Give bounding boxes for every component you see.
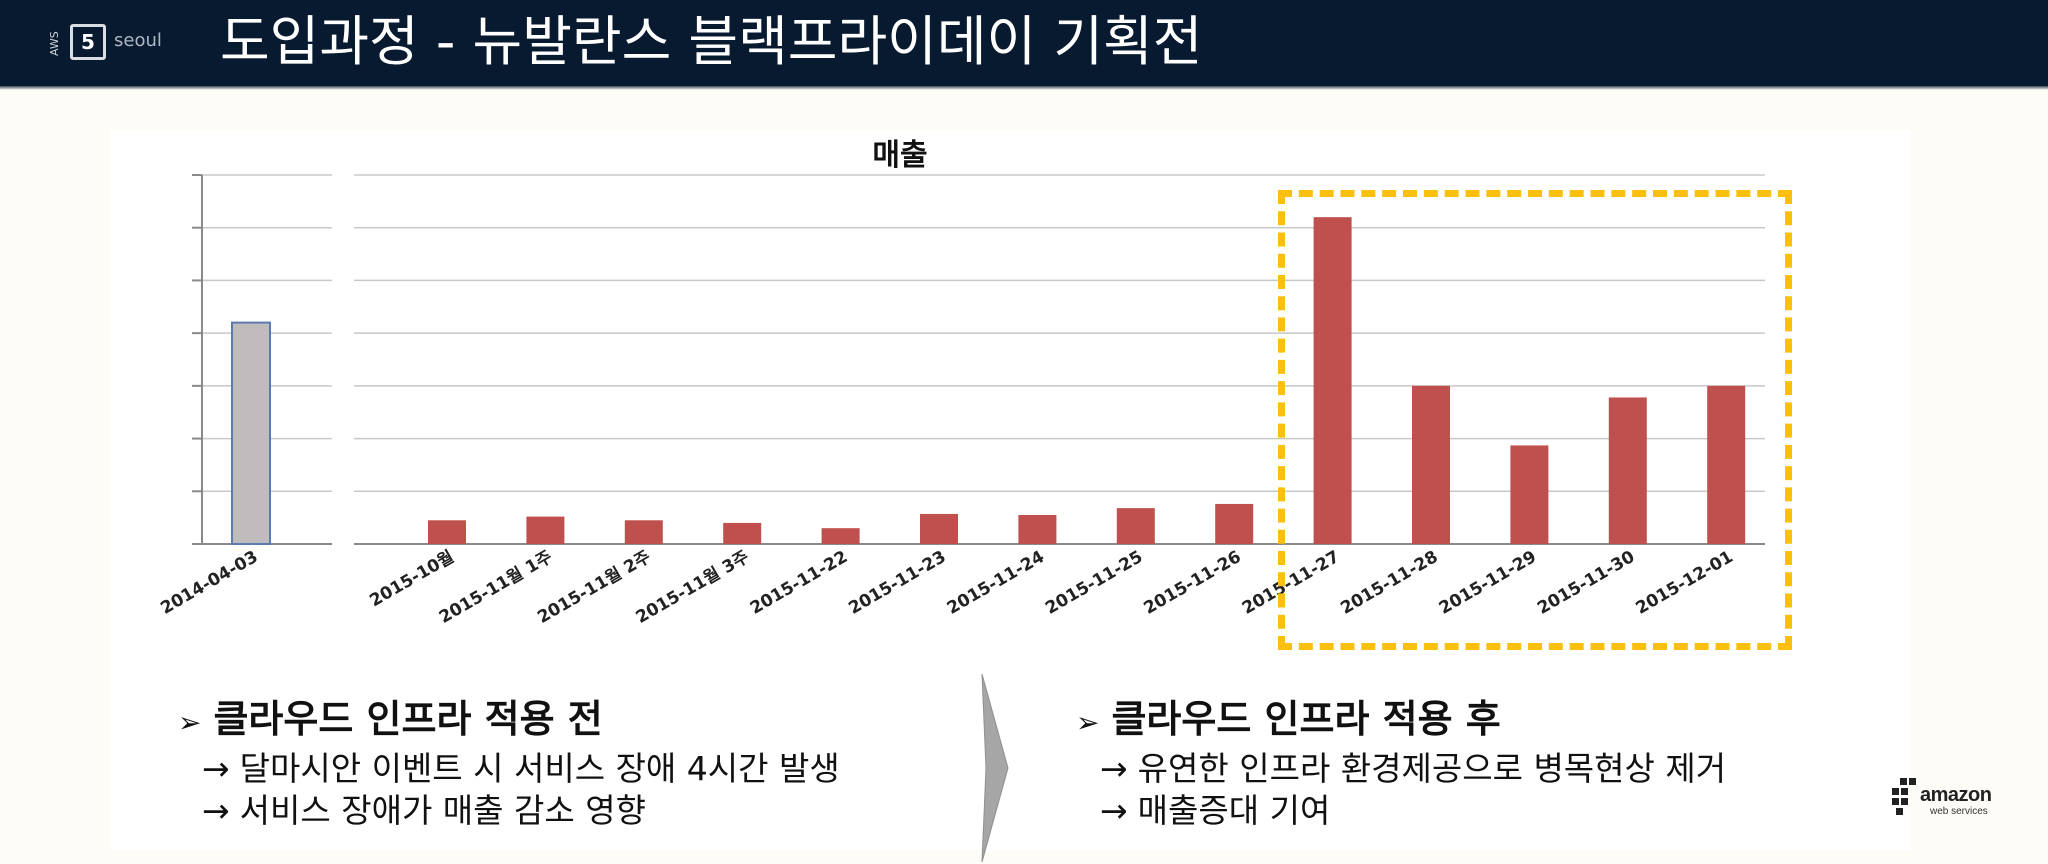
bar-2015-10월 <box>428 520 466 544</box>
bar-2015-11-26 <box>1215 503 1254 544</box>
bar-2015-11월 1주 <box>526 516 565 544</box>
notes-before-line-text: 서비스 장애가 매출 감소 영향 <box>239 791 646 830</box>
chevron-divider-icon <box>981 673 1009 863</box>
x-tick-label: 2015-11-22 <box>747 547 851 619</box>
amazon-logo-word: amazon <box>1920 784 1992 806</box>
x-tick-label: 2015-11-23 <box>845 547 949 619</box>
x-tick-label: 2015-11-25 <box>1042 547 1146 619</box>
bar-2015-11-24 <box>1018 515 1057 544</box>
arrow-right-icon: → <box>202 749 230 788</box>
notes-before-heading: ➢ 클라우드 인프라 적용 전 <box>178 694 840 748</box>
notes-after-line: → 매출증대 기여 <box>1076 790 1726 832</box>
notes-after-heading: ➢ 클라우드 인프라 적용 후 <box>1076 694 1726 748</box>
x-tick-label: 2015-10월 <box>366 547 457 611</box>
notes-after-cloud: ➢ 클라우드 인프라 적용 후 → 유연한 인프라 환경제공으로 병목현상 제거 →… <box>1076 694 1726 832</box>
bar-2015-11월 3주 <box>723 522 762 544</box>
bar-2015-11월 2주 <box>624 520 663 544</box>
chart-title: 매출 <box>872 138 927 173</box>
arrow-right-icon: → <box>1100 791 1128 830</box>
chart-panel: 2014-04-03 2015-10월 2015-11월 1주 2015-11월 2주… <box>110 130 1910 850</box>
bar-2015-11-29 <box>1510 445 1549 544</box>
aws-cubes-icon <box>1892 778 1916 815</box>
logo-aws-text: AWS <box>48 31 61 57</box>
notes-after-line-text: 매출증대 기여 <box>1137 791 1331 830</box>
notes-before-line: → 달마시안 이벤트 시 서비스 장애 4시간 발생 <box>178 748 840 790</box>
notes-before-line-text: 달마시안 이벤트 시 서비스 장애 4시간 발생 <box>239 749 840 788</box>
header-shadow <box>0 86 2048 90</box>
notes-before-cloud: ➢ 클라우드 인프라 적용 전 → 달마시안 이벤트 시 서비스 장애 4시간 발생… <box>178 694 840 832</box>
x-tick-label: 2015-11-24 <box>944 547 1048 619</box>
bar-2015-11-22 <box>821 528 860 544</box>
notes-before-line: → 서비스 장애가 매출 감소 영향 <box>178 790 840 832</box>
notes-after-line: → 유연한 인프라 환경제공으로 병목현상 제거 <box>1076 748 1726 790</box>
bar-2015-11-23 <box>920 513 958 544</box>
amazon-web-services-logo: amazon web services <box>1890 776 2010 824</box>
amazon-logo-sub: web services <box>1930 806 1988 817</box>
notes-after-line-text: 유연한 인프라 환경제공으로 병목현상 제거 <box>1137 749 1727 788</box>
bar-2015-12-01 <box>1707 385 1746 544</box>
arrow-right-icon: → <box>202 791 230 830</box>
notes-before-heading-text: 클라우드 인프라 적용 전 <box>213 697 603 741</box>
arrowhead-bullet-icon: ➢ <box>1076 706 1100 739</box>
x-tick-label: 2014-04-03 <box>157 547 261 619</box>
bar-2015-11-25 <box>1116 508 1155 544</box>
header-bar: AWS 5 seoul 도입과정 - 뉴발란스 블랙프라이데이 기획전 <box>0 0 2048 86</box>
bar-2014-04-03 <box>231 321 271 545</box>
arrow-right-icon: → <box>1100 749 1128 788</box>
bar-2015-11-30 <box>1608 397 1647 544</box>
arrowhead-bullet-icon: ➢ <box>178 706 202 739</box>
page-title: 도입과정 - 뉴발란스 블랙프라이데이 기획전 <box>220 10 1203 73</box>
logo-badge: 5 <box>70 24 106 60</box>
bar-2015-11-28 <box>1412 385 1450 544</box>
bar-2015-11-27 <box>1313 217 1352 544</box>
chart-gridlines <box>195 174 1765 493</box>
notes-after-heading-text: 클라우드 인프라 적용 후 <box>1111 697 1501 741</box>
logo-city-text: seoul <box>114 30 162 51</box>
x-tick-label: 2015-11-26 <box>1141 547 1245 619</box>
highlight-dashed-box <box>1278 190 1792 650</box>
chart-bars <box>231 217 1746 545</box>
